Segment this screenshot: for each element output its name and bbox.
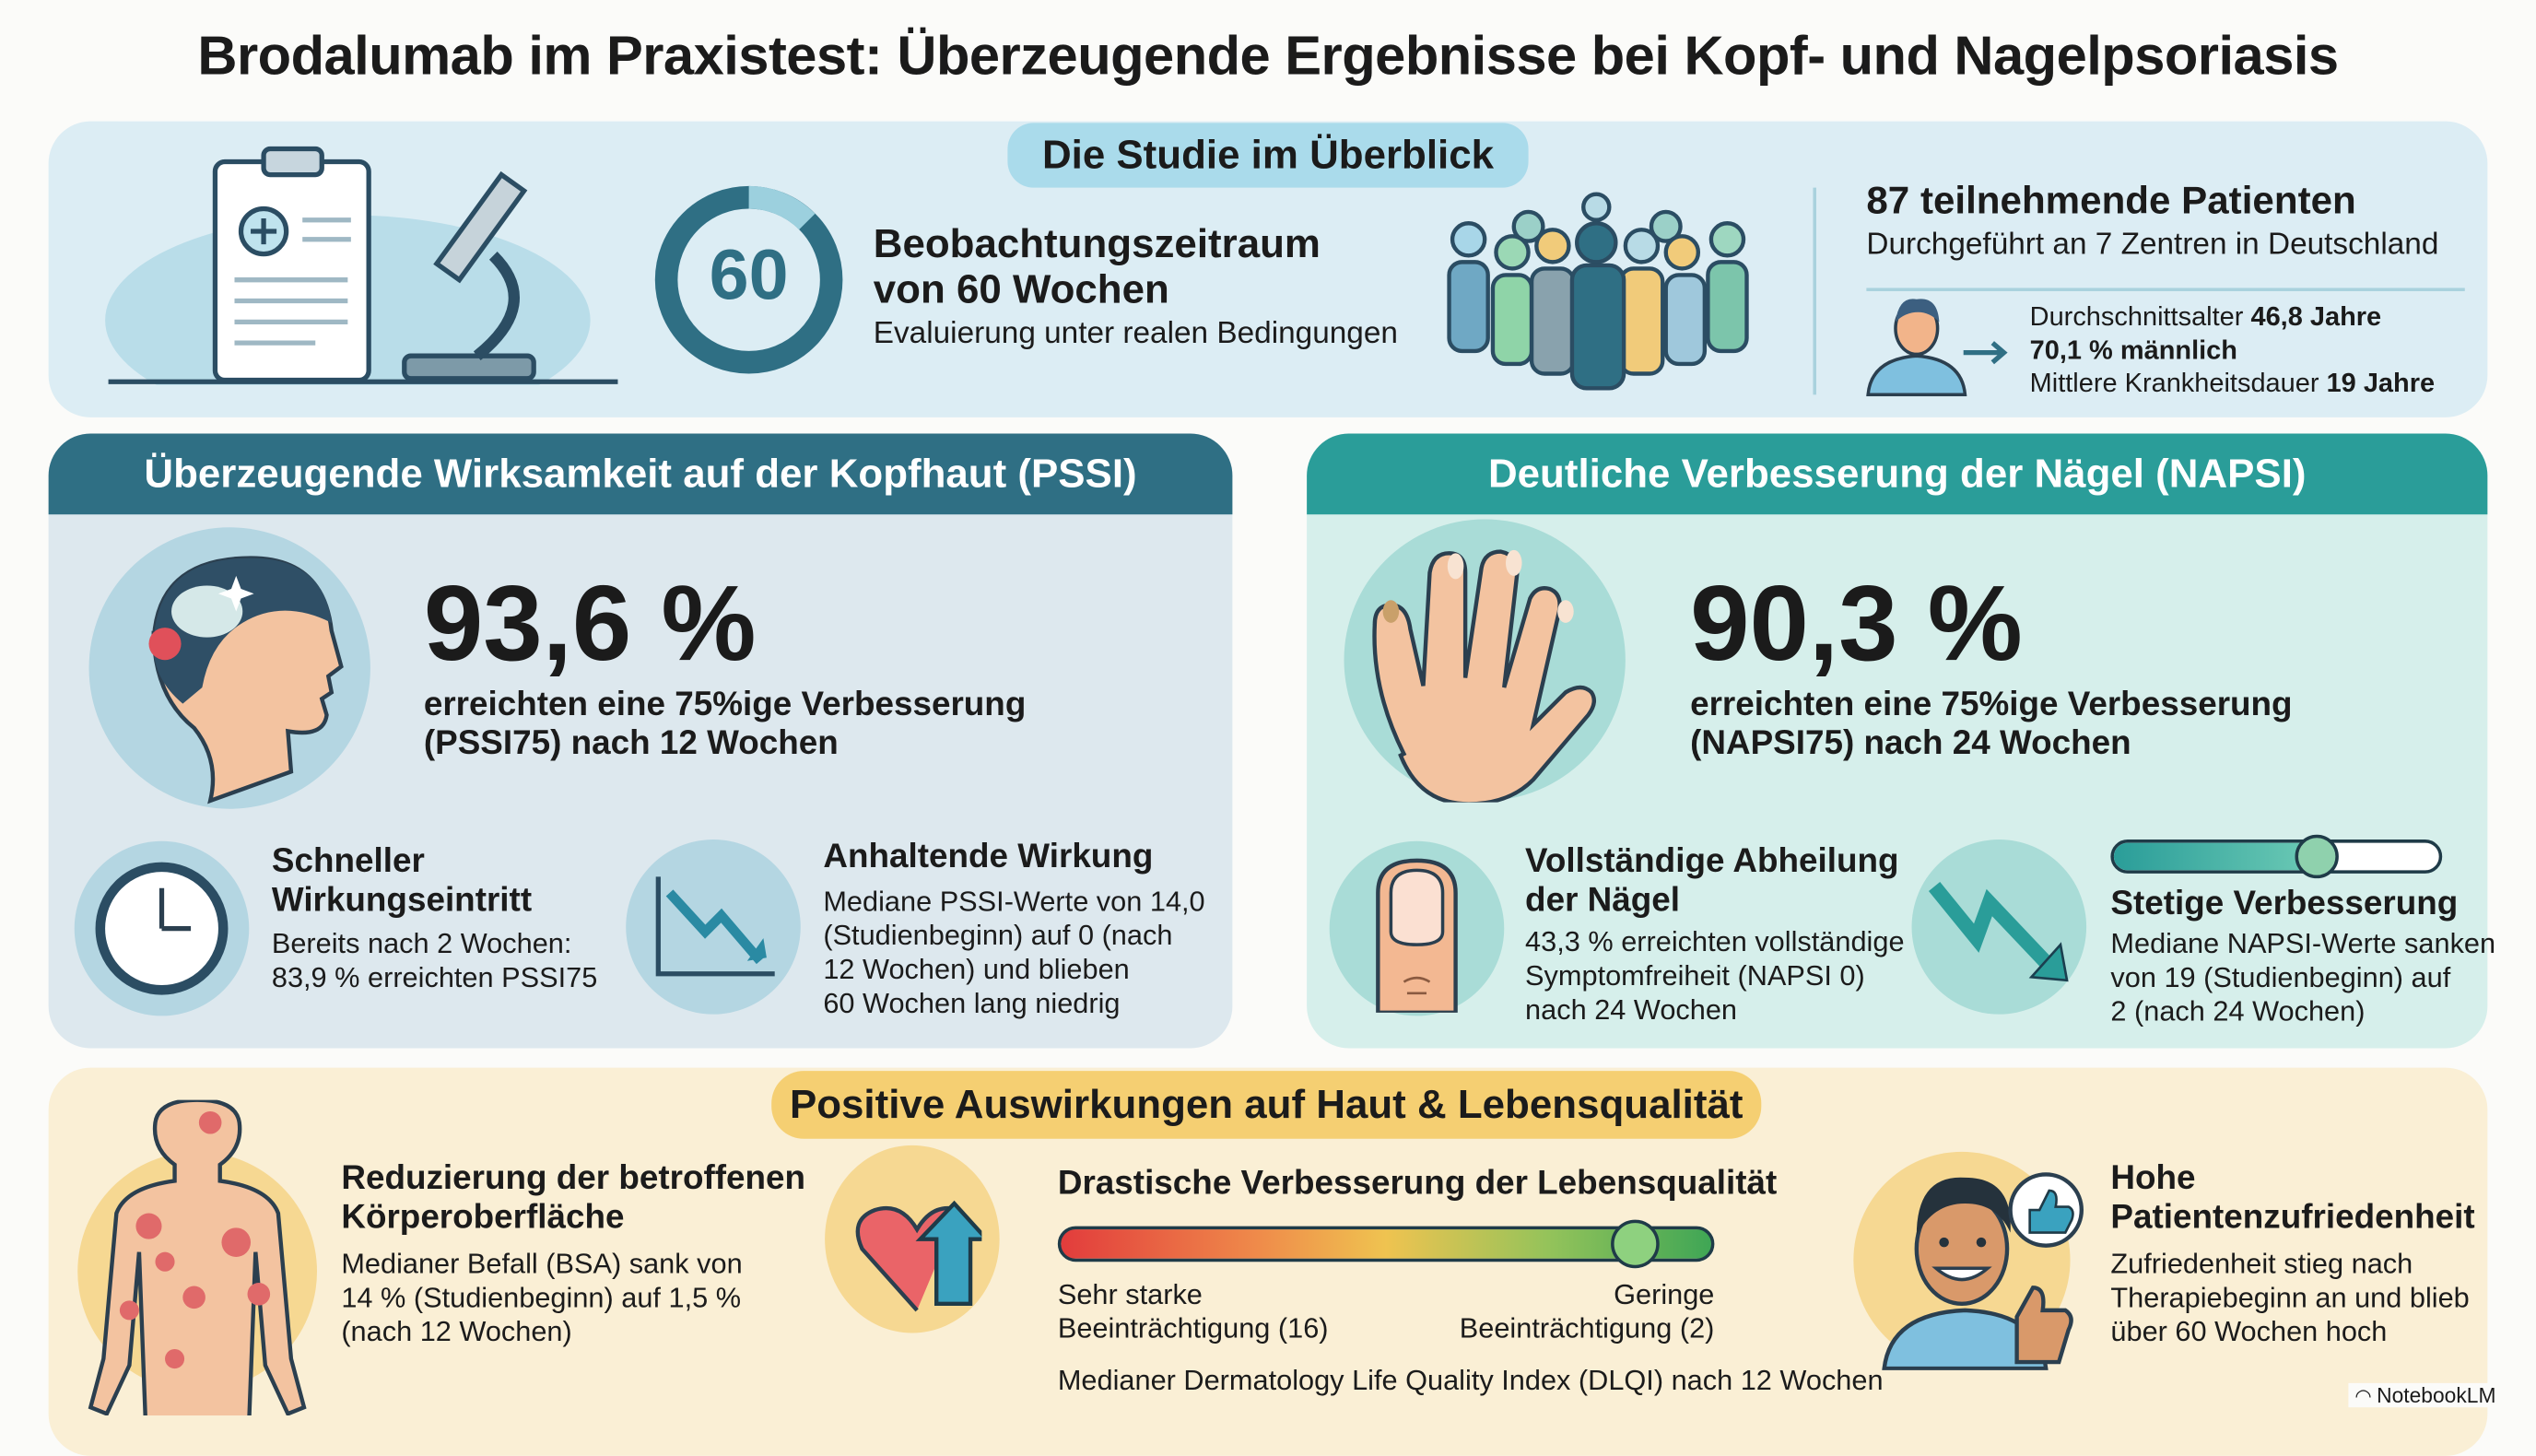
bsa-title: Reduzierung der betroffenen Körperoberflä… [341,1160,805,1238]
lasting-body: Mediane PSSI-Werte von 14,0 (Studienbegi… [823,885,1204,1020]
male-share: 70,1 % männlich [2029,335,2237,365]
patients-divider [1866,288,2465,291]
steady-body: Mediane NAPSI-Werte sanken von 19 (Studi… [2110,927,2495,1029]
patient-stats: Durchschnittsalter 46,8 Jahre 70,1 % män… [2030,301,2435,401]
dlqi-left-line1: Sehr starke [1057,1277,1203,1310]
pssi-header: Überzeugende Wirksamkeit auf der Kopfhau… [48,433,1233,515]
steady-line: 2 (nach 24 Wochen) [2110,994,2366,1027]
patient-avatar-icon [1866,299,2008,397]
steady-line: Mediane NAPSI-Werte sanken [2110,926,2496,959]
heal-title-line2: der Nägel [1525,881,1681,920]
fast-onset-title: Schneller Wirkungseintritt [272,843,532,921]
fast-body-line1: Bereits nach 2 Wochen: [271,926,572,959]
clock-icon [95,862,229,995]
period-line2: von 60 Wochen [873,266,1169,312]
satisfaction-body: Zufriedenheit stieg nach Therapiebeginn … [2110,1247,2469,1349]
disease-duration: Mittlere Krankheitsdauer 19 Jahre [2029,369,2436,398]
lasting-line: 60 Wochen lang niedrig [823,986,1121,1019]
bsa-line: (nach 12 Wochen) [341,1315,572,1348]
quality-label: Positive Auswirkungen auf Haut & Lebensq… [771,1071,1762,1139]
notebooklm-logo-icon: ◠ [2354,1383,2372,1407]
patient-group-icon [1447,192,1749,391]
period-line1: Beobachtungszeitraum [873,221,1321,267]
bsa-line: 14 % (Studienbeginn) auf 1,5 % [341,1281,742,1314]
dlqi-title: Drastische Verbesserung der Lebensqualit… [1057,1164,1778,1203]
heal-line: 43,3 % erreichten vollständige [1525,925,1905,958]
pssi-percent: 93,6 % [423,562,757,683]
dlqi-right-line1: Geringe [1614,1277,1715,1310]
napsi-slider-knob [2294,834,2339,879]
brand-label: NotebookLM [2377,1382,2496,1408]
bsa-line: Medianer Befall (BSA) sank von [341,1247,743,1280]
napsi-progress-fill [2113,842,2316,871]
average-age: Durchschnittsalter 46,8 Jahre [2029,302,2382,332]
patients-title: 87 teilnehmende Patienten [1866,179,2356,224]
progress-ring-icon [654,185,843,374]
satisfaction-title: Hohe Patientenzufriedenheit [2110,1160,2474,1238]
zigzag-circle [1911,840,2087,1015]
ring-value: 60 [709,236,789,316]
bsa-title-line2: Körperoberfläche [341,1198,625,1237]
smiling-patient-thumbs-up-icon [1882,1172,2084,1370]
sat-title-line2: Patientenzufriedenheit [2110,1198,2475,1237]
bsa-title-line1: Reduzierung der betroffenen [341,1159,806,1197]
patients-sub: Durchgeführt an 7 Zentren in Deutschland [1866,228,2439,263]
notebooklm-brand: ◠ NotebookLM [2348,1382,2503,1408]
fingernail-icon [1376,858,1458,1013]
heart-arrow-up-icon [855,1200,982,1312]
napsi-percent: 90,3 % [1690,562,2023,683]
napsi-description: erreichten eine 75%ige Verbesserung (NAPS… [1690,686,2293,763]
period-title: Beobachtungszeitraum von 60 Wochen [874,221,1321,311]
dlqi-left-label: Sehr starke Beeinträchtigung (16) [1058,1278,1329,1346]
dlqi-scale-knob [1611,1219,1661,1269]
pssi-description: erreichten eine 75%ige Verbesserung (PSSI… [424,686,1027,763]
fast-title-line1: Schneller [271,842,425,880]
scalp-head-icon [148,556,344,804]
clipboard-microscope-icon [105,146,618,385]
page-title: Brodalumab im Praxistest: Überzeugende E… [197,26,2339,88]
heal-line: nach 24 Wochen [1525,992,1738,1026]
napsi-desc-line1: erreichten eine 75%ige Verbesserung [1690,686,2293,723]
dlqi-footer: Medianer Dermatology Life Quality Index … [1057,1363,1884,1396]
dlqi-scale-bar [1057,1226,1715,1262]
lasting-line: 12 Wochen) und blieben [823,952,1130,986]
pssi-desc-line1: erreichten eine 75%ige Verbesserung [423,686,1027,723]
lasting-line: Mediane PSSI-Werte von 14,0 [823,885,1205,918]
steady-title: Stetige Verbesserung [2110,885,2459,922]
dlqi-left-line2: Beeinträchtigung (16) [1057,1311,1329,1344]
sat-title-line1: Hohe [2110,1159,2196,1197]
overview-label: Die Studie im Überblick [1007,123,1529,188]
infographic: Brodalumab im Praxistest: Überzeugende E… [48,26,2503,1456]
bsa-body: Medianer Befall (BSA) sank von 14 % (Stu… [341,1247,742,1349]
declining-chart-icon [655,876,775,977]
fast-body-line2: 83,9 % erreichten PSSI75 [271,960,598,993]
dlqi-right-line2: Beeinträchtigung (2) [1459,1311,1715,1344]
napsi-desc-line2: (NAPSI75) nach 24 Wochen [1690,724,2131,762]
sat-line: über 60 Wochen hoch [2110,1315,2388,1348]
sat-line: Zufriedenheit stieg nach [2110,1247,2413,1280]
heal-title-line1: Vollständige Abheilung [1525,842,1899,880]
steady-line: von 19 (Studienbeginn) auf [2110,960,2451,993]
fast-title-line2: Wirkungseintritt [271,881,533,920]
sat-line: Therapiebeginn an und blieb [2110,1281,2470,1314]
body-psoriasis-icon [88,1099,307,1415]
heal-line: Symptomfreiheit (NAPSI 0) [1525,958,1865,992]
pssi-desc-line2: (PSSI75) nach 12 Wochen [423,724,839,762]
napsi-header: Deutliche Verbesserung der Nägel (NAPSI) [1307,433,2488,515]
overview-divider [1813,187,1816,395]
period-sub: Evaluierung unter realen Bedingungen [873,317,1398,351]
lasting-title: Anhaltende Wirkung [823,838,1154,875]
healing-body: 43,3 % erreichten vollständige Symptomfr… [1525,925,1904,1027]
napsi-progress-slider [2110,840,2443,874]
zigzag-down-arrow-icon [1928,881,2069,982]
dlqi-right-label: Geringe Beeinträchtigung (2) [1391,1277,1715,1346]
fast-onset-body: Bereits nach 2 Wochen: 83,9 % erreichten … [272,927,597,995]
healing-title: Vollständige Abheilung der Nägel [1525,843,1898,921]
lasting-line: (Studienbeginn) auf 0 (nach [823,919,1173,952]
hand-icon [1372,549,1597,803]
